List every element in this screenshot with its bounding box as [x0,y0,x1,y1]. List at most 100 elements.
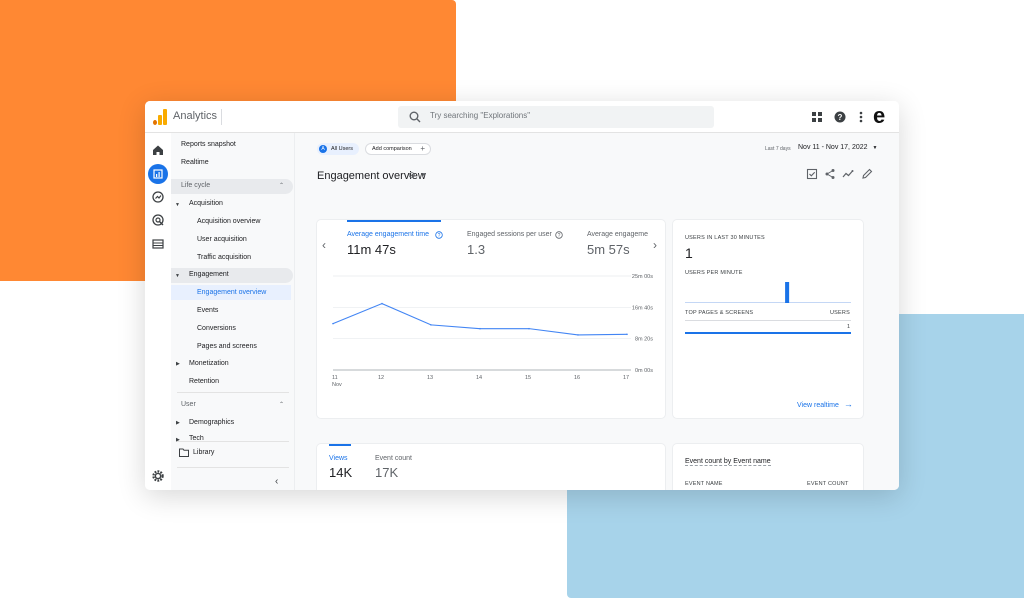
x-tick-label: 16 [574,375,580,381]
y-tick-label: 25m 00s [632,274,653,280]
search-icon [409,111,421,123]
data-point[interactable] [332,322,334,325]
add-comparison-button[interactable]: Add comparison + [365,143,431,155]
sidebar-item-engagement[interactable]: Engagement [189,271,229,278]
help-circle-icon[interactable]: ? [435,231,443,239]
title-dropdown-icon[interactable]: ▼ [421,172,427,178]
sidebar-item-library[interactable]: Library [193,449,215,456]
more-vert-icon[interactable] [854,110,868,124]
share-icon[interactable] [824,168,836,180]
metric-label: Engaged sessions per user [467,231,552,238]
chevron-right-icon[interactable]: › [653,238,657,252]
lifecycle-section-bg [171,179,293,194]
sidebar-item-realtime[interactable]: Realtime [181,159,209,166]
top-pages-count: 1 [847,324,851,330]
users-per-minute-chart [685,282,851,303]
engagement-row-bg [171,268,293,283]
customize-report-icon[interactable] [806,168,818,180]
date-range-picker[interactable]: Nov 11 - Nov 17, 2022 ▼ [798,144,877,151]
data-point[interactable] [430,324,432,326]
data-point[interactable] [479,327,481,330]
page-title: Engagement overview [317,170,426,182]
sidebar-item-user-acquisition[interactable]: User acquisition [197,236,247,243]
collapse-arrow-icon[interactable]: ▼ [175,273,180,279]
sidebar-item-demographics[interactable]: Demographics [189,419,235,426]
sidebar-item-events[interactable]: Events [197,307,219,314]
plus-icon: + [420,144,425,153]
metric-value: 5m 57s [587,242,630,257]
all-users-chip[interactable]: A All Users [317,143,359,155]
add-comparison-label: Add comparison [372,146,412,152]
verified-check-icon[interactable]: ⊘ [408,170,416,180]
chevron-up-icon[interactable]: ⌃ [279,183,285,189]
chevron-left-icon[interactable]: ‹ [322,238,326,252]
insights-icon[interactable] [842,168,854,180]
event-card-title[interactable]: Event count by Event name [685,458,771,466]
metric-label: Average engagement time [347,231,429,238]
view-realtime-label: View realtime [797,402,839,409]
sidebar-divider [177,392,289,393]
sidebar-item-traffic-acquisition[interactable]: Traffic acquisition [197,254,252,261]
x-tick-label: 15 [525,375,531,381]
engagement-line-chart: 25m 00s 16m 40s 8m 20s 0m 00s 11 12 13 14 15 16 17… [332,274,653,388]
collapse-sidebar-icon[interactable]: ‹ [275,476,279,487]
views-value: 14K [329,465,353,480]
sidebar: Reports snapshot Realtime Life cycle ⌃ ▼… [171,133,295,490]
table-divider [685,320,851,321]
explore-icon[interactable] [151,190,165,204]
sidebar-section-lifecycle[interactable]: Life cycle [181,182,211,189]
sidebar-item-retention[interactable]: Retention [189,378,219,385]
data-point[interactable] [626,333,628,336]
home-icon[interactable] [151,143,165,157]
event-count-column: EVENT COUNT [807,481,849,487]
sidebar-item-reports-snapshot[interactable]: Reports snapshot [181,141,236,148]
search-bar[interactable]: Try searching "Explorations" [398,106,714,128]
collapse-arrow-icon[interactable]: ▼ [175,202,180,208]
x-tick-label: 12 [378,375,384,381]
expand-arrow-icon[interactable]: ▶ [176,420,180,426]
sidebar-item-tech[interactable]: Tech [189,435,204,440]
apps-grid-icon[interactable] [810,110,824,124]
help-circle-icon[interactable]: ? [555,231,563,239]
sidebar-section-user[interactable]: User [181,401,196,408]
data-point[interactable] [381,302,383,305]
reports-icon[interactable] [148,164,168,184]
view-realtime-link[interactable]: View realtime → [797,399,853,409]
x-tick-label: 11 [332,375,338,381]
event-count-label[interactable]: Event count [375,455,412,462]
event-name-column: EVENT NAME [685,481,723,487]
sidebar-divider [177,467,289,468]
brand-logo: e [873,103,886,128]
sidebar-item-acquisition-overview[interactable]: Acquisition overview [197,218,261,225]
metric-label: Average engageme [587,231,648,238]
help-icon[interactable]: ? [833,110,847,124]
sidebar-divider [177,441,289,442]
chevron-up-icon[interactable]: ⌃ [279,402,285,408]
data-point[interactable] [528,327,530,330]
search-input[interactable]: Try searching "Explorations" [430,111,531,120]
advertising-icon[interactable] [151,213,165,227]
expand-arrow-icon[interactable]: ▶ [176,437,180,442]
nav-rail [145,133,171,490]
analytics-window: Analytics Try searching "Explorations" ?… [145,101,899,490]
settings-gear-icon[interactable] [151,469,165,483]
users-last-30-label: USERS IN LAST 30 MINUTES [685,235,765,241]
y-tick-label: 8m 20s [635,337,653,343]
sidebar-item-engagement-overview[interactable]: Engagement overview [197,289,267,296]
main-content: A All Users Add comparison + Last 7 days… [295,133,899,490]
per-minute-bar[interactable] [785,282,790,303]
views-label[interactable]: Views [329,455,348,462]
sidebar-item-conversions[interactable]: Conversions [197,325,236,332]
series-line [332,302,628,336]
engagement-overview-row-bg [171,285,291,300]
list-icon[interactable] [151,237,165,251]
analytics-logo-icon[interactable] [153,109,167,125]
expand-arrow-icon[interactable]: ▶ [176,361,180,367]
sidebar-item-monetization[interactable]: Monetization [189,360,229,367]
sidebar-item-pages-and-screens[interactable]: Pages and screens [197,343,257,350]
data-point[interactable] [577,334,579,336]
sidebar-item-acquisition[interactable]: Acquisition [189,200,223,207]
y-tick-label: 16m 40s [632,305,653,311]
edit-pencil-icon[interactable] [861,168,873,180]
x-tick-sublabel: Nov [332,382,342,388]
